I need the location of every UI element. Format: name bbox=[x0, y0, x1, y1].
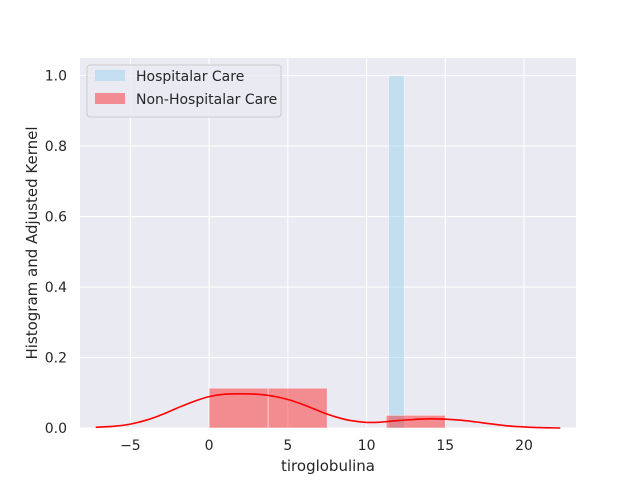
y-tick-label: 0.2 bbox=[45, 351, 67, 367]
x-tick-label: −5 bbox=[120, 438, 141, 454]
grid bbox=[80, 58, 576, 429]
plot-background bbox=[80, 58, 576, 428]
y-axis-label: Histogram and Adjusted Kernel bbox=[23, 126, 41, 359]
y-tick-label: 0.6 bbox=[45, 210, 67, 226]
legend: Hospitalar Care Non-Hospitalar Care bbox=[86, 64, 282, 118]
legend-label-non-hospitalar: Non-Hospitalar Care bbox=[136, 92, 277, 108]
hist-bar-non-hospitalar bbox=[267, 387, 328, 429]
legend-box bbox=[86, 64, 282, 118]
legend-label-hospitalar: Hospitalar Care bbox=[136, 69, 244, 85]
legend-swatch-hospitalar bbox=[95, 70, 125, 81]
hist-bar-hospitalar bbox=[388, 75, 405, 429]
kde-line-non-hospitalar bbox=[95, 392, 561, 429]
y-tick-label: 0.8 bbox=[45, 139, 67, 155]
x-tick-label: 5 bbox=[283, 438, 292, 454]
y-tick-label: 0.4 bbox=[45, 280, 67, 296]
y-tick-labels: 0.0 0.2 0.4 0.6 0.8 1.0 bbox=[45, 69, 67, 437]
x-tick-label: 10 bbox=[358, 438, 376, 454]
y-tick-label: 1.0 bbox=[45, 69, 67, 85]
x-axis-label: tiroglobulina bbox=[281, 457, 375, 475]
x-tick-label: 15 bbox=[436, 438, 454, 454]
kde-curves bbox=[95, 392, 561, 429]
x-tick-label: 0 bbox=[205, 438, 214, 454]
x-tick-label: 20 bbox=[515, 438, 533, 454]
x-tick-labels: −5 0 5 10 15 20 bbox=[120, 438, 533, 454]
y-tick-label: 0.0 bbox=[45, 421, 67, 437]
legend-swatch-non-hospitalar bbox=[95, 93, 125, 104]
